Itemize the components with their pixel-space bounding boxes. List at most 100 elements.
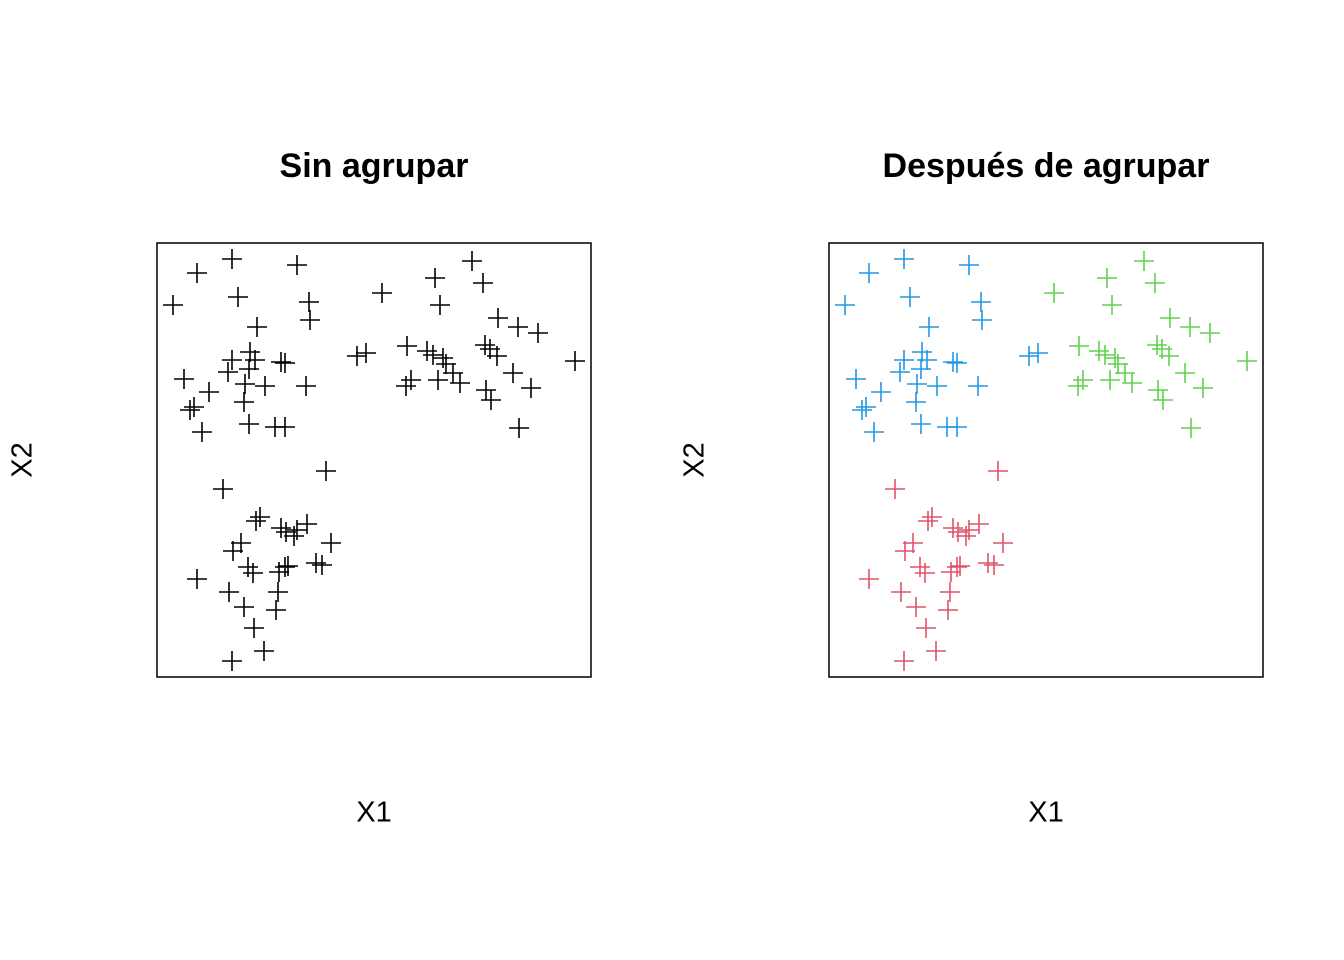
point [968,376,988,396]
point [187,569,207,589]
point [1148,380,1168,400]
y-axis-label: X2 [679,442,711,477]
point [1200,323,1220,343]
point [1181,418,1201,438]
point [508,317,528,337]
point [1019,346,1039,366]
point [247,317,267,337]
point [871,382,891,402]
point [1160,308,1180,328]
point [239,414,259,434]
point [852,400,872,420]
point [947,353,967,373]
point [234,392,254,412]
point [911,414,931,434]
point [1097,268,1117,288]
point [940,582,960,602]
point [222,350,242,370]
point [192,422,212,442]
point [223,541,243,561]
point [1193,378,1213,398]
point [254,641,274,661]
point [1134,251,1154,271]
point [916,618,936,638]
point [864,422,884,442]
point [894,249,914,269]
point [959,255,979,275]
point [284,526,304,546]
point [219,582,239,602]
chart-title: Sin agrupar [280,147,469,185]
panel: Sin agrupar X1 X2 [7,147,592,829]
point [1068,376,1088,396]
point [213,479,233,499]
point [1044,283,1064,303]
point [269,562,289,582]
point [856,397,876,417]
point [1159,346,1179,366]
point [918,511,938,531]
point [943,518,963,538]
point [1237,351,1257,371]
point [299,292,319,312]
point [943,352,963,372]
point [947,557,967,577]
point [235,374,255,394]
panel: Después de agrupar X1 X2 [679,147,1264,829]
point [972,310,992,330]
point [917,350,937,370]
point [268,582,288,602]
y-axis-label: X2 [7,442,39,477]
point [163,295,183,315]
point [900,287,920,307]
plot-frame [828,242,1264,678]
point [234,597,254,617]
point [473,273,493,293]
point [287,255,307,275]
point [971,292,991,312]
point [312,555,332,575]
point [903,533,923,553]
point [255,376,275,396]
point [906,392,926,412]
point [316,461,336,481]
point [199,382,219,402]
point [475,335,495,355]
point [1073,370,1093,390]
point [948,522,968,542]
point [1122,373,1142,393]
point [450,373,470,393]
point [859,263,879,283]
point [528,323,548,343]
point [978,553,998,573]
point [397,336,417,356]
point [895,541,915,561]
point [297,514,317,534]
point [243,563,263,583]
point [1102,295,1122,315]
point [300,310,320,330]
point [271,518,291,538]
point [1175,363,1195,383]
point [488,308,508,328]
chart-title: Después de agrupar [883,147,1210,185]
point [425,268,445,288]
point [927,376,947,396]
point [941,562,961,582]
point [222,651,242,671]
point [910,557,930,577]
point [1100,370,1120,390]
x-axis-label: X1 [356,797,391,829]
point [222,249,242,269]
point [890,362,910,382]
point [938,600,958,620]
point [276,522,296,542]
point [245,350,265,370]
point [296,376,316,396]
point [1145,273,1165,293]
point [984,555,1004,575]
point [321,533,341,553]
point [372,283,392,303]
point [228,287,248,307]
